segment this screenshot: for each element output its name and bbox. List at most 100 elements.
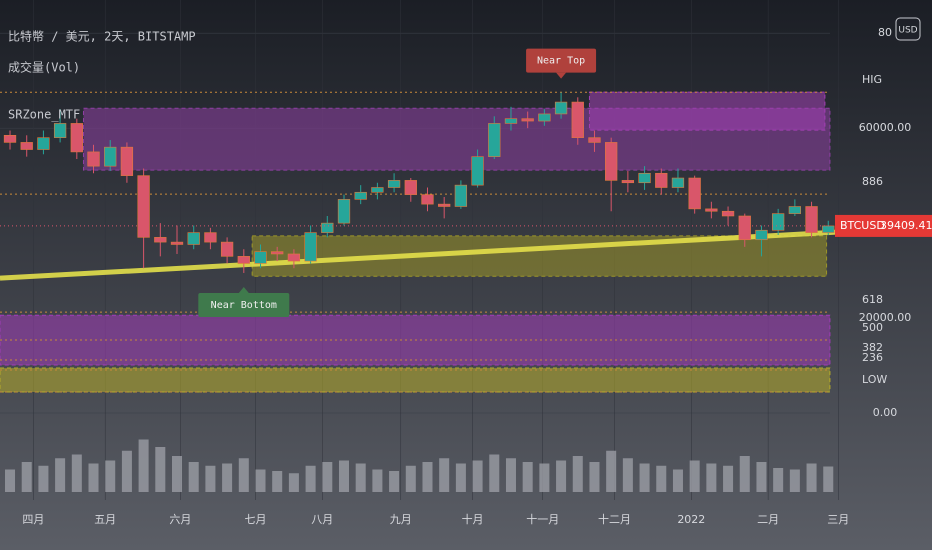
price-label-box <box>835 214 932 237</box>
candle-body <box>3 134 17 143</box>
x-tick-label: 五月 <box>94 513 116 526</box>
candle-body <box>137 175 150 238</box>
y-tick-label: 0.00 <box>873 406 898 419</box>
candle-body <box>70 123 83 153</box>
candle-body <box>304 232 317 262</box>
level-label: 236 <box>862 351 883 364</box>
candle-body <box>721 210 735 217</box>
candle-body <box>605 142 618 181</box>
level-label: LOW <box>862 373 887 386</box>
volume-bar <box>322 462 333 492</box>
candle-body <box>271 251 284 255</box>
volume-bar <box>606 450 617 492</box>
indicator-label: SRZone_MTF <box>8 108 80 122</box>
volume-bar <box>823 466 834 492</box>
last-price-label: 39409.41 <box>880 219 932 232</box>
annotation-label: Near Top <box>537 56 585 67</box>
volume-bar <box>288 473 299 492</box>
x-tick-label: 十月 <box>462 512 484 526</box>
volume-bar <box>105 460 116 492</box>
candle-body <box>37 137 50 150</box>
volume-bar <box>5 469 16 492</box>
annotation-label: Near Bottom <box>211 300 277 311</box>
candle-body <box>287 253 301 262</box>
candle-body <box>237 256 250 264</box>
volume-bar <box>689 460 700 492</box>
level-label: 382 <box>862 341 883 354</box>
candle-body <box>20 142 33 150</box>
candle-body <box>53 123 67 138</box>
volume-bar <box>205 465 216 492</box>
chart-title: 比特幣 / 美元, 2天, BITSTAMP <box>8 29 196 44</box>
annotation-box <box>198 292 290 317</box>
volume-bar <box>222 463 233 492</box>
candle-body <box>421 194 434 205</box>
x-tick-label: 六月 <box>169 513 191 526</box>
candle-body <box>187 232 200 245</box>
candle-body <box>655 172 668 188</box>
x-tick-label: 十一月 <box>526 512 559 526</box>
volume-bar <box>71 454 82 492</box>
candle-body <box>254 251 267 264</box>
volume-bar <box>656 465 667 492</box>
candle-body <box>805 206 818 233</box>
volume-bar <box>522 462 533 492</box>
volume-bar <box>389 471 400 492</box>
candle-body <box>738 215 751 241</box>
volume-bar <box>706 463 717 492</box>
candle-body <box>755 229 768 241</box>
volume-bar <box>622 458 633 492</box>
volume-bar <box>505 458 516 492</box>
volume-bar <box>789 469 800 492</box>
volume-bar <box>405 465 416 492</box>
candle-body <box>337 199 351 224</box>
volume-bar <box>21 462 32 492</box>
volume-bar <box>739 456 750 492</box>
candle-body <box>204 232 217 243</box>
candle-body <box>387 180 401 188</box>
candle-body <box>454 184 468 207</box>
symbol-label: BTCUSD <box>840 219 885 232</box>
x-tick-label: 八月 <box>311 513 333 526</box>
plot-area: 0.00 20000.00 60000.00 80 四月 五月 六月 七月 八月 九月 十月 十一月 十… <box>0 0 911 526</box>
zone <box>588 91 826 131</box>
volume-bar <box>572 456 583 492</box>
y-tick-label: 60000.00 <box>859 121 912 134</box>
x-tick-label: 三月 <box>827 513 849 526</box>
volume-bar <box>138 439 149 492</box>
currency-badge[interactable] <box>895 17 921 41</box>
volume-bar <box>38 465 49 492</box>
volume-bar <box>806 463 817 492</box>
volume-bar <box>756 462 767 492</box>
candle-body <box>571 101 584 138</box>
volume-bar <box>472 460 483 492</box>
candle-body <box>321 222 334 233</box>
x-tick-label: 二月 <box>757 513 779 526</box>
zone <box>251 235 828 277</box>
candle-body <box>621 180 635 184</box>
volume-bar <box>422 462 433 492</box>
candle-body <box>788 206 802 214</box>
candle-body <box>154 237 167 243</box>
annotation-box <box>526 48 597 73</box>
candle-body <box>538 113 551 122</box>
volume-bar <box>255 469 266 492</box>
zone <box>0 367 831 393</box>
volume-bar <box>672 469 683 492</box>
volume-bar <box>439 458 450 492</box>
volume-bar <box>272 471 283 492</box>
volume-bar <box>121 450 132 492</box>
volume-bar <box>489 454 500 492</box>
volume-bar <box>589 462 600 492</box>
x-tick-label: 九月 <box>390 513 412 526</box>
x-tick-label: 七月 <box>244 513 266 526</box>
currency-label: USD <box>898 26 917 36</box>
volume-bar <box>773 468 784 492</box>
volume-bar <box>171 456 183 492</box>
y-tick-label: 20000.00 <box>859 311 912 324</box>
annotation-pointer <box>556 72 567 79</box>
candle-body <box>170 241 184 245</box>
candle-body <box>588 137 601 143</box>
